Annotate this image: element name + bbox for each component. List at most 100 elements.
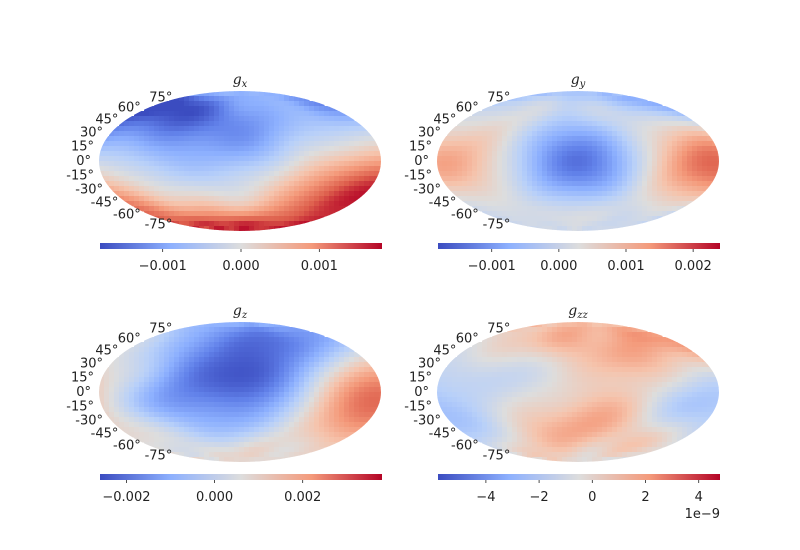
- map-cell: [219, 126, 225, 132]
- map-cell: [129, 121, 135, 127]
- map-cell: [672, 151, 678, 157]
- map-cell: [557, 322, 563, 328]
- map-cell: [482, 367, 488, 373]
- map-cell: [542, 96, 548, 102]
- map-cell: [477, 186, 483, 192]
- map-cell: [254, 126, 260, 132]
- map-cell: [179, 452, 185, 458]
- map-cell: [627, 166, 633, 172]
- map-cell: [129, 372, 135, 378]
- map-cell: [607, 347, 613, 353]
- map-cell: [199, 201, 205, 207]
- map-cell: [602, 372, 608, 378]
- map-cell: [652, 347, 658, 353]
- map-cell: [324, 211, 330, 217]
- map-cell: [497, 151, 503, 157]
- map-cell: [154, 111, 160, 117]
- map-cell: [254, 392, 260, 398]
- map-cell: [339, 206, 345, 212]
- map-cell: [169, 352, 175, 358]
- map-cell: [164, 196, 170, 202]
- map-cell: [319, 106, 325, 112]
- map-cell: [472, 382, 478, 388]
- map-cell: [259, 156, 265, 162]
- map-cell: [374, 407, 380, 413]
- map-cell: [542, 412, 548, 418]
- map-cell: [642, 186, 648, 192]
- map-cell: [612, 121, 618, 127]
- map-cell: [364, 186, 370, 192]
- map-cell: [364, 407, 370, 413]
- map-cell: [522, 116, 528, 122]
- map-cell: [487, 186, 493, 192]
- map-cell: [472, 397, 478, 403]
- map-cell: [532, 151, 538, 157]
- map-cell: [472, 387, 478, 393]
- map-cell: [602, 392, 608, 398]
- map-cell: [229, 191, 235, 197]
- map-cell: [517, 176, 523, 182]
- map-cell: [229, 377, 235, 383]
- map-cell: [562, 221, 568, 227]
- map-cell: [214, 427, 220, 433]
- map-cell: [234, 196, 240, 202]
- map-cell: [344, 382, 350, 388]
- map-cell: [264, 226, 270, 231]
- map-cell: [279, 206, 285, 212]
- map-cell: [169, 367, 175, 373]
- map-cell: [254, 377, 260, 383]
- map-cell: [194, 352, 200, 358]
- map-cell: [199, 216, 205, 222]
- map-cell: [324, 131, 330, 137]
- map-cell: [269, 181, 275, 187]
- map-cell: [279, 156, 285, 162]
- map-cell: [224, 121, 230, 127]
- map-cell: [354, 176, 360, 182]
- map-cell: [627, 342, 633, 348]
- map-cell: [289, 211, 295, 217]
- map-cell: [159, 347, 165, 353]
- map-cell: [229, 161, 235, 167]
- map-cell: [249, 131, 255, 137]
- map-cell: [324, 432, 330, 438]
- map-cell: [617, 392, 623, 398]
- map-cell: [309, 166, 315, 172]
- map-cell: [364, 131, 370, 137]
- map-cell: [364, 161, 370, 167]
- map-cell: [607, 111, 613, 117]
- map-cell: [712, 402, 718, 408]
- map-cell: [244, 412, 250, 418]
- map-cell: [592, 412, 598, 418]
- map-cell: [109, 156, 115, 162]
- map-cell: [224, 141, 230, 147]
- map-cell: [612, 221, 618, 227]
- map-cell: [602, 106, 608, 112]
- map-cell: [517, 106, 523, 112]
- map-cell: [189, 186, 195, 192]
- panel-title-subscript: x: [242, 79, 248, 90]
- map-cell: [139, 176, 145, 182]
- map-cell: [667, 382, 673, 388]
- map-cell: [369, 161, 375, 167]
- map-cell: [159, 422, 165, 428]
- map-cell: [557, 347, 563, 353]
- map-cell: [179, 407, 185, 413]
- map-cell: [462, 181, 468, 187]
- map-cell: [652, 367, 658, 373]
- map-cell: [537, 417, 543, 423]
- map-cell: [154, 377, 160, 383]
- map-cell: [497, 402, 503, 408]
- map-cell: [552, 372, 558, 378]
- map-cell: [154, 181, 160, 187]
- map-cell: [174, 146, 180, 152]
- map-cell: [482, 362, 488, 368]
- map-cell: [692, 176, 698, 182]
- map-cell: [527, 211, 533, 217]
- map-cell: [164, 191, 170, 197]
- map-cell: [164, 141, 170, 147]
- map-cell: [652, 422, 658, 428]
- map-cell: [224, 101, 230, 107]
- map-cell: [587, 362, 593, 368]
- map-cell: [214, 166, 220, 172]
- map-cell: [477, 392, 483, 398]
